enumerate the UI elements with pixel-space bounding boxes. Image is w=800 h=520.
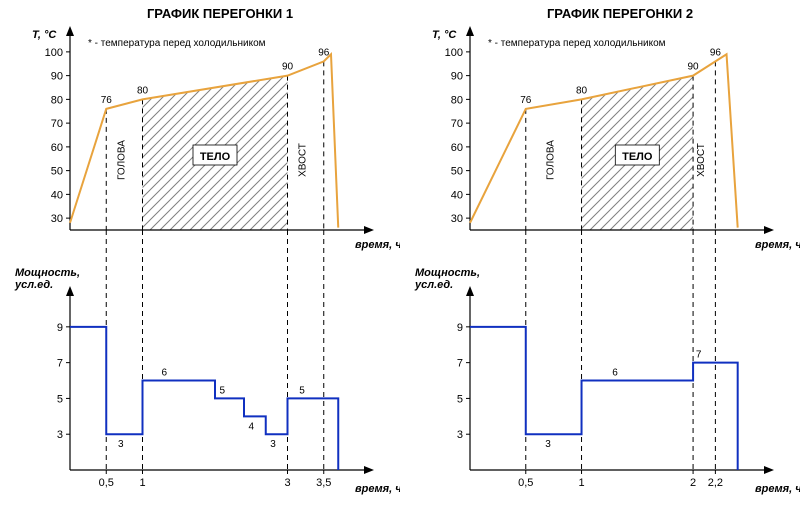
step-label: 5 <box>219 385 225 396</box>
svg-text:0,5: 0,5 <box>99 477 114 489</box>
panel-0: ГРАФИК ПЕРЕГОНКИ 1 30 40 50 60 70 80 90 100 T, °C… <box>0 0 400 520</box>
svg-text:7: 7 <box>457 358 463 370</box>
region-label: ХВОСТ <box>298 143 309 177</box>
point-label: 96 <box>318 47 330 58</box>
svg-text:1: 1 <box>139 477 145 489</box>
svg-text:7: 7 <box>57 358 63 370</box>
step-label: 3 <box>118 439 124 450</box>
region-label: ГОЛОВА <box>116 140 127 180</box>
step-label: 6 <box>612 368 618 379</box>
panel-1: ГРАФИК ПЕРЕГОНКИ 2 30 40 50 60 70 80 90 100 T, °C… <box>400 0 800 520</box>
x-axis-label-top: время, ч <box>355 239 400 251</box>
svg-text:30: 30 <box>51 213 63 225</box>
chart-note: * - температура перед холодильником <box>88 38 266 49</box>
svg-text:70: 70 <box>51 118 63 130</box>
svg-text:5: 5 <box>57 393 63 405</box>
svg-text:3: 3 <box>457 429 463 441</box>
svg-text:2,2: 2,2 <box>708 477 723 489</box>
svg-text:70: 70 <box>451 118 463 130</box>
point-label: 80 <box>137 85 149 96</box>
y-axis-label-bottom: усл.ед. <box>14 279 53 291</box>
step-label: 5 <box>299 385 305 396</box>
step-label: 7 <box>696 350 702 361</box>
point-label: 90 <box>282 62 294 73</box>
x-axis-label-bottom: время, ч <box>355 483 400 495</box>
svg-text:40: 40 <box>51 189 63 201</box>
region-label: ТЕЛО <box>200 151 231 163</box>
step-label: 6 <box>161 368 167 379</box>
svg-text:100: 100 <box>445 47 463 59</box>
region-label: ТЕЛО <box>622 151 653 163</box>
power-line <box>70 327 338 470</box>
svg-text:80: 80 <box>51 94 63 106</box>
chart-title: ГРАФИК ПЕРЕГОНКИ 1 <box>147 6 293 21</box>
y-axis-label-bottom: Мощность, <box>415 267 480 279</box>
point-label: 96 <box>710 47 722 58</box>
y-axis-label-bottom: усл.ед. <box>414 279 453 291</box>
chart-note: * - температура перед холодильником <box>488 38 666 49</box>
y-axis-label-top: T, °C <box>32 29 57 41</box>
point-label: 76 <box>520 95 532 106</box>
x-axis-label-bottom: время, ч <box>755 483 800 495</box>
svg-text:50: 50 <box>451 166 463 178</box>
y-axis-label-top: T, °C <box>432 29 457 41</box>
svg-text:50: 50 <box>51 166 63 178</box>
svg-text:80: 80 <box>451 94 463 106</box>
svg-text:3,5: 3,5 <box>316 477 331 489</box>
region-label: ХВОСТ <box>696 143 707 177</box>
svg-text:30: 30 <box>451 213 463 225</box>
point-label: 80 <box>576 85 588 96</box>
y-axis-label-bottom: Мощность, <box>15 267 80 279</box>
svg-text:1: 1 <box>578 477 584 489</box>
region-label: ГОЛОВА <box>546 140 557 180</box>
svg-text:90: 90 <box>51 71 63 83</box>
svg-text:3: 3 <box>284 477 290 489</box>
svg-text:3: 3 <box>57 429 63 441</box>
step-label: 3 <box>545 439 551 450</box>
svg-text:90: 90 <box>451 71 463 83</box>
svg-text:9: 9 <box>57 322 63 334</box>
svg-text:40: 40 <box>451 189 463 201</box>
chart-title: ГРАФИК ПЕРЕГОНКИ 2 <box>547 6 693 21</box>
power-line <box>470 327 738 470</box>
svg-text:5: 5 <box>457 393 463 405</box>
point-label: 76 <box>101 95 113 106</box>
x-axis-label-top: время, ч <box>755 239 800 251</box>
svg-text:60: 60 <box>451 142 463 154</box>
step-label: 3 <box>270 439 276 450</box>
svg-text:0,5: 0,5 <box>518 477 533 489</box>
svg-text:60: 60 <box>51 142 63 154</box>
point-label: 90 <box>688 62 700 73</box>
svg-text:100: 100 <box>45 47 63 59</box>
step-label: 4 <box>248 421 254 432</box>
svg-text:2: 2 <box>690 477 696 489</box>
svg-text:9: 9 <box>457 322 463 334</box>
